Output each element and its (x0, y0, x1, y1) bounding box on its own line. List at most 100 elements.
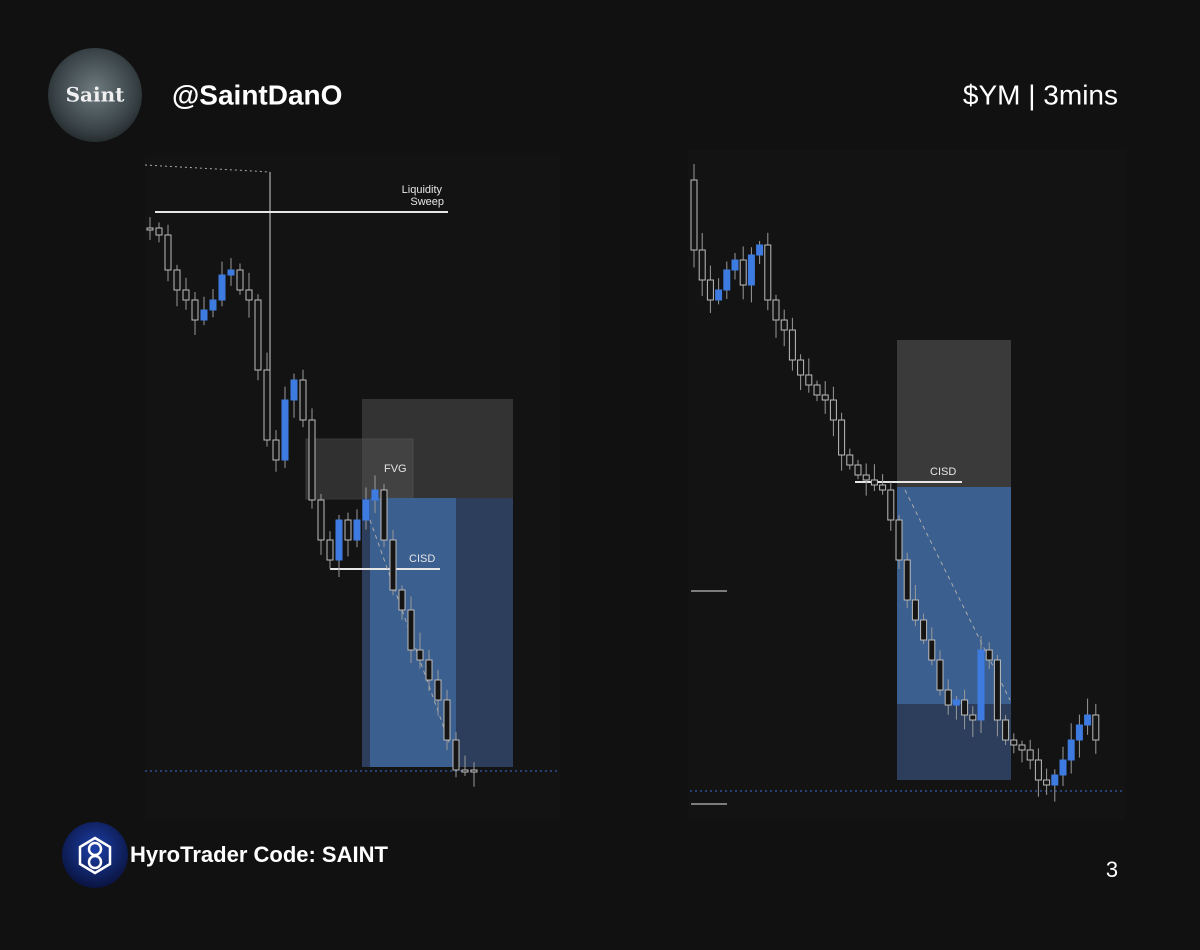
candle-body (739, 259, 747, 286)
candle-body (1051, 774, 1059, 786)
profit-box (897, 487, 1011, 704)
candle-body (200, 309, 208, 321)
candle-body (780, 319, 788, 331)
candle-body (920, 619, 928, 641)
candle-body (290, 379, 298, 401)
candle-body (862, 474, 870, 481)
candle-body (846, 454, 854, 466)
candle-body (425, 659, 433, 681)
logo-mark (78, 836, 112, 875)
candle-body (191, 299, 199, 321)
candle-body (1084, 714, 1092, 726)
candle-body (1059, 759, 1067, 776)
candle-body (788, 329, 796, 361)
candle-body (245, 289, 253, 301)
candle-body (182, 289, 190, 301)
candle-body (903, 559, 911, 601)
candle-body (969, 714, 977, 721)
candle-body (371, 489, 379, 501)
candle-body (281, 399, 289, 461)
right-chart: CISD (688, 150, 1125, 820)
left-chart: Liquidity Sweep FVG CISD (144, 155, 560, 820)
candle-body (452, 739, 460, 771)
candle-body (1067, 739, 1075, 761)
candle-body (731, 259, 739, 271)
candle-body (1010, 739, 1018, 746)
candle-body (461, 769, 469, 773)
handle: @SaintDanO (172, 79, 342, 110)
candle-body (227, 269, 235, 276)
stop-box (897, 704, 1011, 780)
fvg-box (305, 438, 414, 500)
candle-body (218, 274, 226, 301)
candle-body (1043, 779, 1051, 786)
candle-body (398, 589, 406, 611)
avatar (48, 48, 142, 142)
candle-body (879, 484, 887, 491)
candle-body (299, 379, 307, 421)
candle-body (146, 227, 154, 231)
candle-body (944, 689, 952, 706)
candle-body (928, 639, 936, 661)
candle-body (380, 489, 388, 541)
candle-body (821, 394, 829, 401)
candle-body (308, 419, 316, 501)
candle-body (317, 499, 325, 541)
candle-body (236, 269, 244, 291)
annotation: CISD (930, 466, 956, 478)
candle-body (854, 464, 862, 476)
candle-body (764, 244, 772, 301)
candle-body (263, 369, 271, 441)
annotation: Liquidity (402, 184, 443, 196)
candle-body (911, 599, 919, 621)
candle-body (838, 419, 846, 456)
candle-body (706, 279, 714, 301)
candle-body (895, 519, 903, 561)
candle-body (407, 609, 415, 651)
candle-body (1002, 719, 1010, 741)
target-box (362, 399, 513, 499)
candle-body (961, 699, 969, 716)
candle-body (772, 299, 780, 321)
candle-body (936, 659, 944, 691)
candle-body (389, 539, 397, 591)
candle-body (985, 649, 993, 661)
annotation: Sweep (410, 196, 444, 208)
candle-body (1026, 749, 1034, 761)
candle-body (173, 269, 181, 291)
annotation: CISD (409, 553, 435, 565)
candle-body (952, 699, 960, 706)
annotation: FVG (384, 463, 407, 475)
candle-body (443, 699, 451, 741)
candle-body (362, 499, 370, 521)
target-box (897, 340, 1011, 487)
header: Saint @SaintDanO $YM | 3mins (48, 48, 1118, 142)
candle-body (715, 289, 723, 301)
candle-body (1092, 714, 1100, 741)
sponsor-text: HyroTrader Code: SAINT (130, 842, 388, 867)
candle-body (1034, 759, 1042, 781)
candle-body (805, 374, 813, 386)
candle-body (1018, 744, 1026, 751)
candle-body (344, 519, 352, 541)
candle-body (326, 539, 334, 561)
candle-body (690, 179, 698, 251)
ticker: $YM | 3mins (963, 79, 1118, 110)
candle-body (164, 234, 172, 271)
candle-body (756, 244, 764, 256)
candle-body (470, 769, 478, 773)
candle-body (698, 249, 706, 281)
candle-body (209, 299, 217, 311)
candle-body (272, 439, 280, 461)
candle-body (813, 384, 821, 396)
candle-body (993, 659, 1001, 721)
candle-body (797, 359, 805, 376)
page-number: 3 (1106, 857, 1118, 882)
candle-body (155, 227, 163, 236)
candle-body (887, 489, 895, 521)
candle-body (434, 679, 442, 701)
trend-line (904, 489, 1011, 701)
candle-body (977, 649, 985, 721)
candle-body (416, 649, 424, 661)
